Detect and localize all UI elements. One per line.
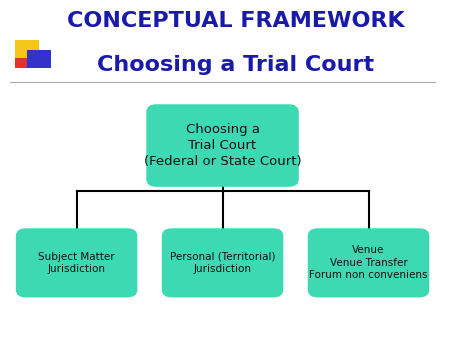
Text: CONCEPTUAL FRAMEWORK: CONCEPTUAL FRAMEWORK bbox=[67, 11, 405, 31]
FancyBboxPatch shape bbox=[163, 230, 282, 296]
Text: Subject Matter
Jurisdiction: Subject Matter Jurisdiction bbox=[38, 252, 115, 274]
Text: Choosing a
Trial Court
(Federal or State Court): Choosing a Trial Court (Federal or State… bbox=[144, 123, 302, 168]
FancyBboxPatch shape bbox=[15, 54, 33, 68]
FancyBboxPatch shape bbox=[147, 105, 298, 186]
Text: Personal (Territorial)
Jurisdiction: Personal (Territorial) Jurisdiction bbox=[170, 252, 275, 274]
FancyBboxPatch shape bbox=[309, 230, 428, 296]
FancyBboxPatch shape bbox=[27, 50, 51, 68]
Text: Venue
Venue Transfer
Forum non conveniens: Venue Venue Transfer Forum non convenien… bbox=[309, 245, 428, 280]
Text: Choosing a Trial Court: Choosing a Trial Court bbox=[97, 55, 374, 75]
FancyBboxPatch shape bbox=[17, 230, 136, 296]
FancyBboxPatch shape bbox=[15, 40, 39, 58]
